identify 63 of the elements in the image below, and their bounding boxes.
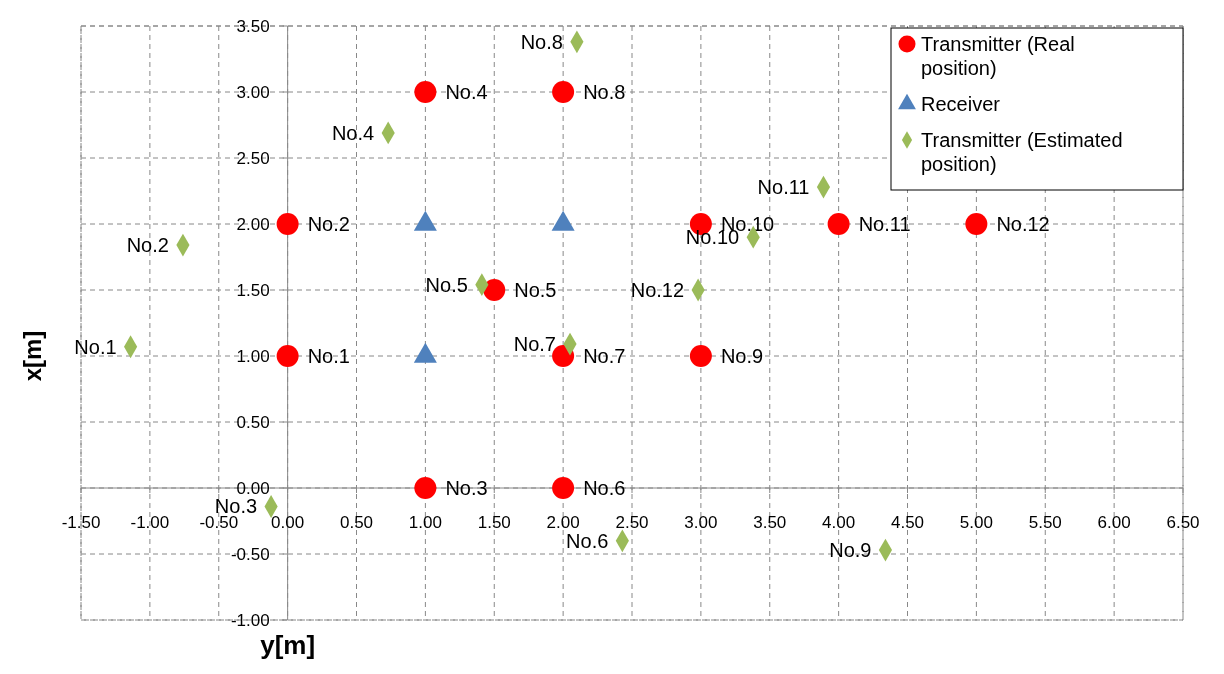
- x-tick-label: 2.00: [546, 513, 580, 532]
- data-label: No.9: [720, 345, 764, 367]
- x-tick-label: 1.00: [408, 513, 442, 532]
- point: [276, 345, 299, 367]
- x-tick-label: 4.50: [890, 513, 925, 532]
- legend-label: Transmitter (Real position): [921, 33, 1075, 79]
- data-label: No.5: [514, 279, 557, 301]
- data-label: No.7: [513, 333, 557, 356]
- y-tick-label: 1.50: [236, 280, 270, 300]
- x-tick-label: 4.00: [822, 513, 856, 532]
- y-tick-label: 3.00: [236, 82, 270, 102]
- point: [414, 81, 437, 103]
- x-tick-label: 0.00: [271, 513, 305, 532]
- data-label: No.9: [829, 539, 872, 562]
- data-label: No.1: [74, 335, 117, 358]
- data-label: No.5: [425, 273, 468, 296]
- point: [552, 477, 575, 499]
- point: [414, 477, 437, 499]
- legend-label: Receiver: [921, 93, 1001, 115]
- y-axis-title: x[m]: [19, 330, 46, 382]
- point: [552, 81, 575, 103]
- x-tick-label: 5.00: [959, 513, 993, 532]
- data-label: No.2: [307, 213, 350, 235]
- data-label: No.3: [445, 477, 488, 499]
- x-tick-label: 0.50: [339, 513, 374, 532]
- data-label: No.11: [858, 213, 911, 235]
- y-tick-label: 3.50: [236, 16, 270, 36]
- data-label: No.6: [583, 477, 626, 499]
- point: [276, 213, 299, 235]
- data-label: No.8: [520, 30, 563, 53]
- data-label: No.1: [307, 345, 350, 367]
- y-tick-label: 0.00: [236, 478, 270, 498]
- x-tick-label: 3.50: [753, 513, 787, 532]
- data-label: No.6: [566, 529, 609, 552]
- legend-label: Transmitter (Estimated position): [921, 129, 1123, 175]
- x-tick-label: -0.50: [199, 513, 239, 532]
- point: [965, 213, 988, 235]
- data-label: No.12: [996, 213, 1050, 235]
- x-tick-label: 6.50: [1166, 513, 1200, 532]
- x-tick-label: 2.50: [615, 513, 649, 532]
- y-tick-label: 0.50: [236, 412, 270, 432]
- x-tick-label: -1.00: [130, 513, 170, 532]
- y-tick-label: -1.00: [230, 610, 270, 630]
- data-label: No.8: [583, 81, 626, 103]
- data-label: No.4: [445, 81, 488, 103]
- data-label: No.4: [331, 121, 375, 144]
- y-tick-label: 2.00: [236, 214, 270, 234]
- point: [827, 213, 850, 235]
- x-tick-label: -1.50: [61, 513, 101, 532]
- y-tick-label: 1.00: [236, 346, 270, 366]
- data-label: No.7: [583, 345, 626, 367]
- data-label: No.2: [126, 234, 169, 257]
- x-tick-label: 1.50: [477, 513, 511, 532]
- data-label: No.11: [757, 176, 810, 199]
- x-tick-label: 3.00: [684, 513, 718, 532]
- y-tick-label: 2.50: [236, 148, 270, 168]
- x-axis-title: y[m]: [260, 630, 316, 660]
- x-tick-label: 5.50: [1028, 513, 1062, 532]
- y-tick-label: -0.50: [230, 544, 270, 564]
- point: [689, 345, 712, 367]
- x-tick-label: 6.00: [1097, 513, 1131, 532]
- point: [483, 279, 506, 301]
- data-label: No.12: [630, 279, 685, 301]
